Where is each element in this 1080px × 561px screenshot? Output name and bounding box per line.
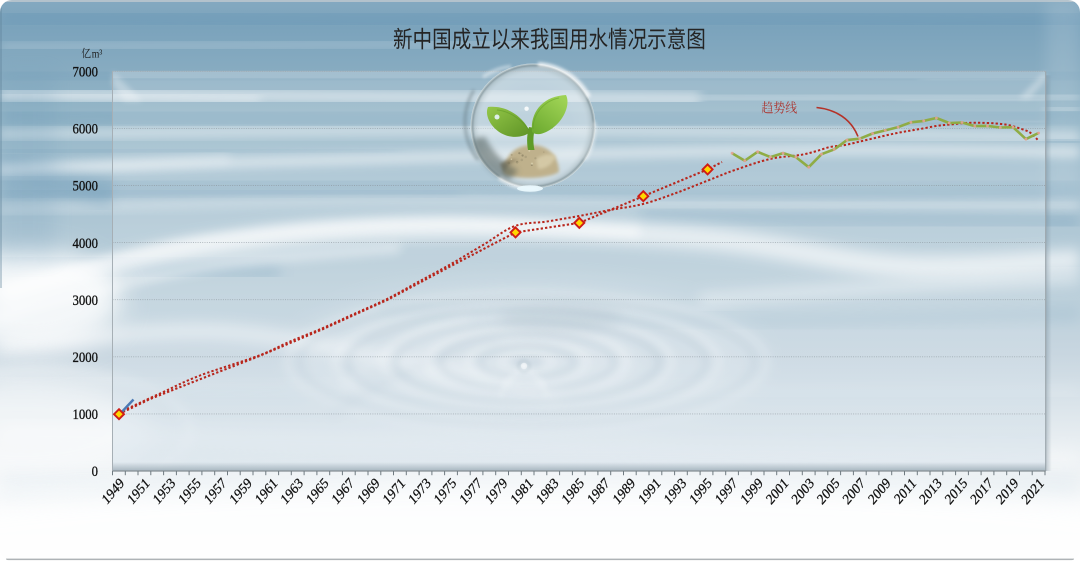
svg-text:1000: 1000 — [73, 407, 99, 423]
svg-text:3000: 3000 — [73, 293, 99, 309]
svg-text:2000: 2000 — [73, 350, 99, 366]
svg-text:7000: 7000 — [73, 65, 99, 81]
svg-text:0: 0 — [92, 464, 98, 480]
svg-text:6000: 6000 — [73, 122, 99, 138]
svg-text:5000: 5000 — [73, 179, 99, 195]
svg-text:4000: 4000 — [73, 236, 99, 252]
svg-text:m³: m³ — [92, 48, 103, 61]
